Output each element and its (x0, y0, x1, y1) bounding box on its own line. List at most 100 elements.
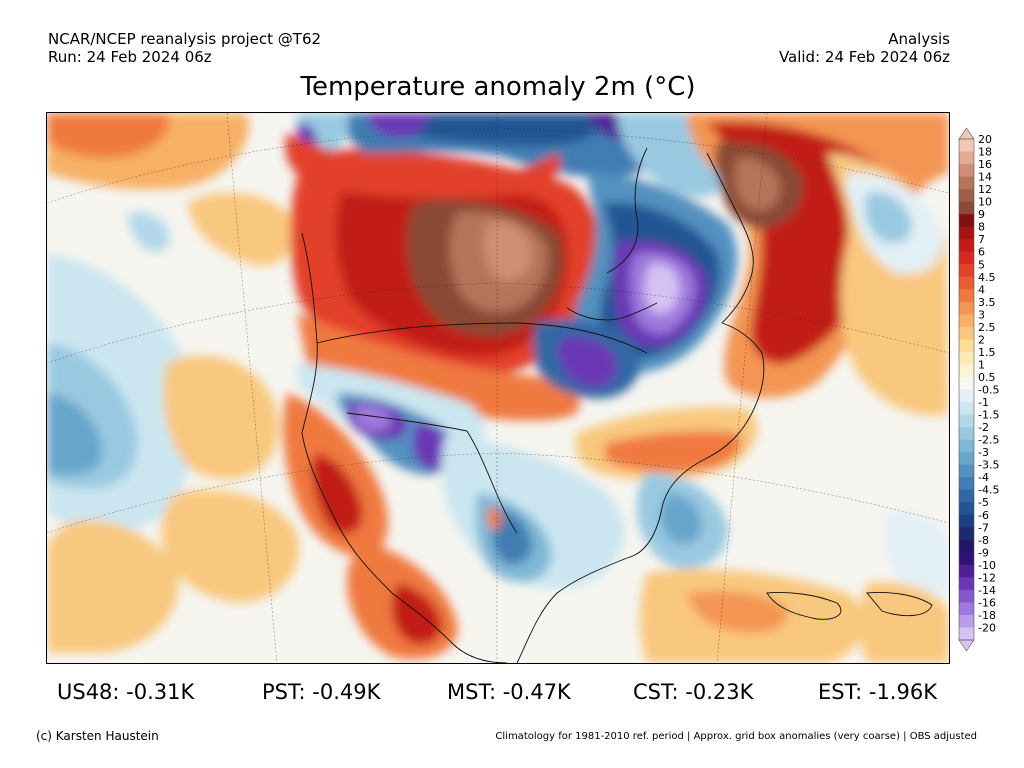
colorbar-tick-label: 2 (978, 333, 985, 346)
colorbar-tick-label: -5 (978, 496, 989, 509)
colorbar-tick-label: 18 (978, 146, 992, 159)
grid-lines (47, 113, 949, 663)
colorbar-swatch (959, 264, 974, 278)
colorbar-tick-label: 12 (978, 183, 992, 196)
colorbar-tick-label: -4 (978, 471, 989, 484)
colorbar: 20 18 16 14 12 10 9 8 7 6 5 4.5 4 3.5 3 2.5 2 1.5 1 0.5 -0.5… (958, 127, 1024, 652)
colorbar-tick-label: 5 (978, 258, 985, 271)
colorbar-tick-label: -2 (978, 421, 989, 434)
region-pst: PST: -0.49K (262, 680, 381, 704)
colorbar-swatch (959, 289, 974, 303)
colorbar-tick-label: -6 (978, 509, 989, 522)
run-time: Run: 24 Feb 2024 06z (48, 48, 212, 66)
coastlines (301, 147, 933, 663)
colorbar-tick-label: 1 (978, 358, 985, 371)
colorbar-tick-label: -1.5 (978, 409, 999, 422)
colorbar-swatch (959, 214, 974, 227)
colorbar-swatch (959, 502, 974, 516)
colorbar-swatch (959, 226, 974, 240)
colorbar-swatch (959, 151, 974, 165)
colorbar-swatch (959, 276, 974, 290)
colorbar-tick-label: -1 (978, 396, 989, 409)
colorbar-tick-label: -16 (978, 596, 996, 609)
colorbar-tick-label: 3 (978, 308, 985, 321)
colorbar-swatch (959, 577, 974, 591)
colorbar-swatch (959, 301, 974, 315)
colorbar-tick-label: 4 (978, 283, 985, 296)
colorbar-swatch (959, 326, 974, 340)
colorbar-tick-label: -3.5 (978, 459, 999, 472)
colorbar-swatch (959, 139, 974, 152)
colorbar-swatch (959, 189, 974, 202)
region-us48: US48: -0.31K (57, 680, 195, 704)
colorbar-swatch (959, 376, 974, 390)
valid-time: Valid: 24 Feb 2024 06z (778, 48, 950, 66)
colorbar-swatch (959, 627, 974, 641)
colorbar-tick-label: 4.5 (978, 271, 996, 284)
copyright-text: (c) Karsten Haustein (36, 729, 159, 743)
colorbar-tick-label: -8 (978, 534, 989, 547)
map-title: Temperature anomaly 2m (°C) (300, 72, 696, 102)
colorbar-swatch (959, 364, 974, 378)
colorbar-swatch (959, 439, 974, 453)
colorbar-tick-label: 3.5 (978, 296, 996, 309)
colorbar-swatch (959, 251, 974, 265)
anomaly-map (46, 112, 950, 664)
colorbar-tick-label: 9 (978, 208, 985, 221)
anomaly-map-graphic (47, 113, 949, 663)
region-mst: MST: -0.47K (447, 680, 571, 704)
colorbar-swatch (959, 552, 974, 566)
colorbar-tick-label: 20 (978, 133, 992, 146)
colorbar-tick-label: -9 (978, 546, 989, 559)
colorbar-tick-label: 6 (978, 246, 985, 259)
colorbar-swatch (959, 452, 974, 465)
colorbar-swatch (959, 427, 974, 440)
colorbar-tick-label: -12 (978, 571, 996, 584)
region-est: EST: -1.96K (818, 680, 937, 704)
colorbar-tick-label: 7 (978, 233, 985, 246)
colorbar-tick-label: -20 (978, 621, 996, 634)
colorbar-tick-label: -0.5 (978, 384, 999, 397)
colorbar-tick-label: -3 (978, 446, 989, 459)
colorbar-graphic: 201816141210987654.543.532.521.510.5-0.5… (958, 127, 999, 652)
footnote-text: Climatology for 1981-2010 ref. period | … (495, 731, 977, 742)
colorbar-swatch (959, 614, 974, 628)
colorbar-tick-label: -7 (978, 521, 989, 534)
colorbar-tick-label: 1.5 (978, 346, 996, 359)
colorbar-swatch (959, 176, 974, 190)
colorbar-swatch (959, 339, 974, 353)
colorbar-swatch (959, 164, 974, 177)
colorbar-swatch (959, 414, 974, 428)
colorbar-swatch (959, 402, 974, 415)
colorbar-tick-label: 0.5 (978, 371, 996, 384)
colorbar-max-arrow (958, 127, 975, 140)
colorbar-frame (958, 138, 975, 641)
colorbar-swatch (959, 477, 974, 490)
anomaly-field (47, 113, 949, 663)
colorbar-swatch (959, 464, 974, 478)
colorbar-swatch (959, 602, 974, 616)
run-info: NCAR/NCEP reanalysis project @T62 Run: 2… (48, 30, 321, 66)
colorbar-tick-label: -14 (978, 584, 996, 597)
colorbar-tick-label: -18 (978, 609, 996, 622)
region-cst: CST: -0.23K (633, 680, 754, 704)
colorbar-tick-label: 16 (978, 158, 992, 171)
colorbar-tick-label: -2.5 (978, 434, 999, 447)
colorbar-swatch (959, 351, 974, 365)
valid-info: Analysis Valid: 24 Feb 2024 06z (779, 30, 950, 66)
colorbar-swatch (959, 514, 974, 528)
colorbar-tick-label: -4.5 (978, 484, 999, 497)
colorbar-swatch (959, 239, 974, 253)
model-label: NCAR/NCEP reanalysis project @T62 (48, 30, 322, 48)
colorbar-swatch (959, 389, 974, 403)
colorbar-tick-label: 10 (978, 196, 992, 209)
colorbar-swatch (959, 539, 974, 553)
colorbar-tick-label: -10 (978, 559, 996, 572)
analysis-label: Analysis (888, 30, 950, 48)
colorbar-tick-label: 8 (978, 221, 985, 234)
colorbar-tick-label: 2.5 (978, 321, 996, 334)
colorbar-swatch (959, 564, 974, 578)
colorbar-swatch (959, 489, 974, 503)
colorbar-swatch (959, 201, 974, 215)
colorbar-swatch (959, 527, 974, 541)
